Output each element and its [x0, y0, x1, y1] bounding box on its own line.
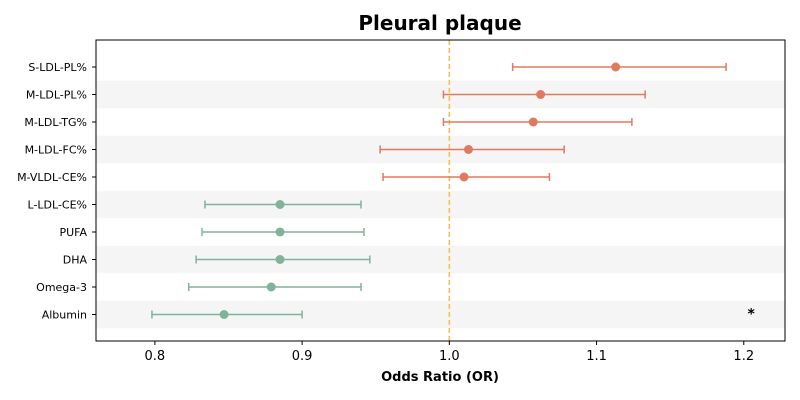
or-point — [219, 310, 229, 319]
row-dha: DHA — [63, 254, 371, 267]
row-stripe — [96, 80, 785, 109]
x-tick-label: 1.1 — [586, 349, 607, 364]
row-l-ldl-ce-: L-LDL-CE% — [28, 199, 362, 212]
chart-title: Pleural plaque — [358, 11, 521, 35]
row-albumin: Albumin — [42, 309, 303, 322]
category-label: M-LDL-PL% — [26, 89, 87, 102]
row-stripe — [96, 190, 785, 219]
row-stripes — [96, 80, 785, 329]
or-point — [266, 282, 276, 292]
category-label: M-VLDL-CE% — [17, 171, 87, 184]
row-m-vldl-ce-: M-VLDL-CE% — [17, 171, 551, 184]
annotations: * — [747, 307, 755, 323]
or-point — [275, 200, 285, 209]
significance-marker: * — [747, 307, 755, 323]
row-pufa: PUFA — [59, 226, 365, 239]
category-label: M-LDL-FC% — [25, 144, 87, 157]
x-axis-label: Odds Ratio (OR) — [381, 370, 499, 385]
or-point — [536, 90, 546, 99]
x-tick-label: 0.9 — [292, 349, 313, 364]
category-label: DHA — [63, 254, 88, 267]
or-point — [528, 117, 538, 127]
x-tick-label: 0.8 — [145, 349, 166, 364]
x-tick-label: 1.2 — [733, 349, 754, 364]
x-tick-label: 1.0 — [439, 349, 460, 364]
or-point — [459, 172, 469, 182]
or-point — [275, 255, 285, 264]
category-label: PUFA — [59, 226, 87, 239]
row-m-ldl-tg-: M-LDL-TG% — [24, 116, 633, 129]
data-rows: S-LDL-PL% M-LDL-PL% M-LDL-TG% M-LDL-FC% M-VL… — [17, 61, 727, 322]
or-point — [275, 227, 285, 237]
row-m-ldl-pl-: M-LDL-PL% — [26, 89, 646, 102]
category-label: Omega-3 — [36, 281, 87, 294]
or-point — [611, 62, 621, 72]
category-label: S-LDL-PL% — [28, 61, 87, 74]
row-m-ldl-fc-: M-LDL-FC% — [25, 144, 565, 157]
axes: 0.8 0.9 1.0 1.1 1.2 — [92, 39, 786, 364]
plot-frame — [95, 39, 786, 342]
category-label: Albumin — [42, 309, 87, 322]
row-s-ldl-pl-: S-LDL-PL% — [28, 61, 727, 74]
category-label: M-LDL-TG% — [24, 116, 87, 129]
or-point — [463, 145, 473, 154]
row-omega-3: Omega-3 — [36, 281, 362, 294]
category-label: L-LDL-CE% — [28, 199, 88, 212]
